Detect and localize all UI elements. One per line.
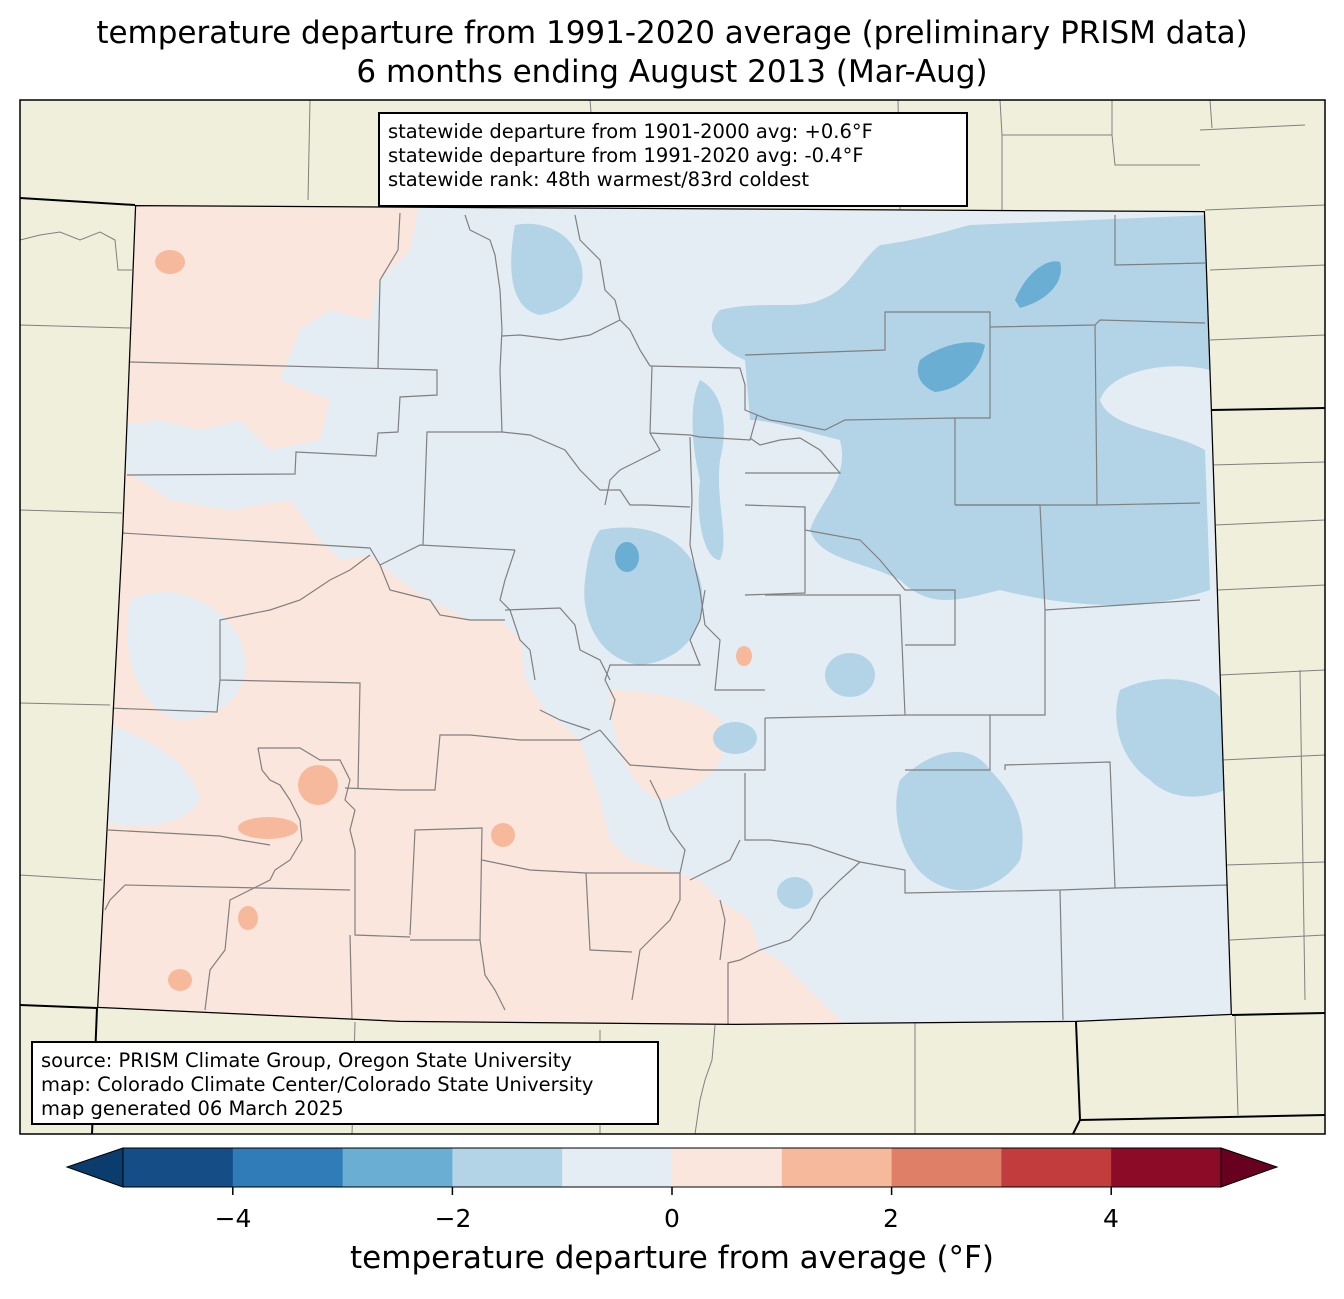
- statewide-stats-box: statewide departure from 1901-2000 avg: …: [378, 112, 968, 207]
- colorbar-segment: [1111, 1148, 1222, 1187]
- south-central-warm-spot-2: [736, 646, 752, 666]
- map-generated-line: map generated 06 March 2025: [41, 1097, 344, 1120]
- southwest-cool-pocket: [100, 720, 200, 826]
- map-frame: [19, 99, 1326, 1135]
- colorbar-segment: [342, 1148, 453, 1187]
- colorbar-segment: [123, 1148, 234, 1187]
- colorbar-tick-label: −2: [434, 1204, 472, 1233]
- colorbar-tick-label: −4: [214, 1204, 252, 1233]
- south-central-warm-spot-1: [491, 823, 515, 847]
- colorbar: [65, 1147, 1279, 1195]
- southwest-warm-spot-2: [238, 817, 298, 839]
- stats-departure-1901-2000: statewide departure from 1901-2000 avg: …: [388, 120, 873, 143]
- southern-plains-cool-spot: [777, 877, 813, 909]
- source-box: source: PRISM Climate Group, Oregon Stat…: [31, 1041, 659, 1125]
- southwest-warm-spot-4: [168, 969, 192, 991]
- western-cool-pocket: [127, 592, 246, 720]
- colorbar-segment: [232, 1148, 344, 1187]
- map-title-line2: 6 months ending August 2013 (Mar-Aug): [356, 54, 988, 90]
- northeast-cool-region: [711, 215, 1210, 605]
- colorbar-extend-high: [1220, 1147, 1279, 1188]
- colorbar-segment: [891, 1148, 1002, 1187]
- northeast-stronger-cool-spot-1: [1015, 261, 1061, 308]
- colorbar-tick-label: 0: [664, 1204, 680, 1233]
- map-title-line1: temperature departure from 1991-2020 ave…: [96, 15, 1248, 51]
- colorbar-segment: [781, 1148, 893, 1187]
- colorbar-label: temperature departure from average (°F): [350, 1240, 994, 1276]
- south-central-warm-region: [610, 690, 726, 800]
- county-lines: [104, 212, 1229, 1025]
- colorbar-segment: [672, 1148, 783, 1187]
- northwest-warm-spot: [155, 250, 185, 274]
- stats-departure-1991-2020: statewide departure from 1991-2020 avg: …: [388, 144, 864, 167]
- arkansas-valley-cool-spot: [713, 722, 757, 754]
- north-central-cool-region: [511, 223, 583, 315]
- central-stronger-cool-spot: [615, 542, 639, 572]
- map-credit-line: map: Colorado Climate Center/Colorado St…: [41, 1073, 594, 1096]
- colorbar-tick-label: 2: [883, 1204, 899, 1233]
- colorbar-segment: [452, 1148, 563, 1187]
- east-edge-cool-region: [1116, 679, 1225, 797]
- northeast-stronger-cool-spot-2: [917, 342, 985, 392]
- front-range-cool-strip: [692, 380, 724, 560]
- colorbar-segment: [1001, 1148, 1112, 1187]
- southwest-warm-spot-3: [238, 906, 258, 930]
- colorbar-segment: [562, 1148, 673, 1187]
- colorbar-tick-label: 4: [1103, 1204, 1119, 1233]
- source-line: source: PRISM Climate Group, Oregon Stat…: [41, 1049, 572, 1072]
- southwest-warm-spot-1: [298, 765, 338, 805]
- colorado-state-border: [97, 205, 1232, 1025]
- eastern-plains-cool-spot: [825, 653, 875, 697]
- central-mountain-cool-region: [584, 527, 703, 665]
- colorbar-extend-low: [65, 1147, 124, 1188]
- stats-statewide-rank: statewide rank: 48th warmest/83rd coldes…: [388, 168, 809, 191]
- southeast-cool-region: [896, 751, 1023, 891]
